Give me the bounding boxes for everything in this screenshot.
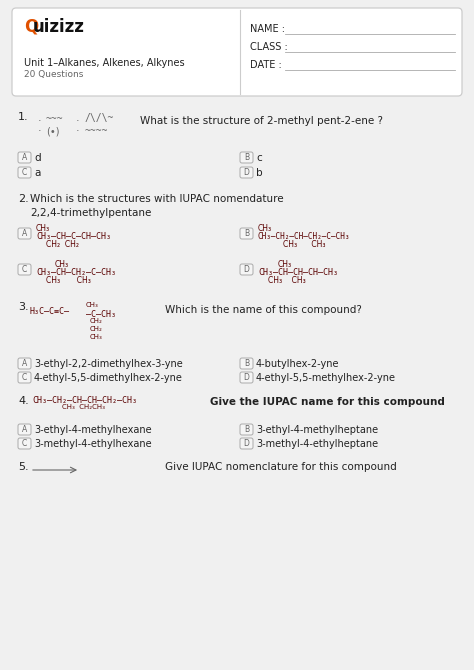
Text: NAME :: NAME : <box>250 24 285 34</box>
Text: CH₃–CH–CH₂–C–CH₃: CH₃–CH–CH₂–C–CH₃ <box>36 268 116 277</box>
FancyBboxPatch shape <box>18 228 31 239</box>
Text: D: D <box>244 265 249 274</box>
Text: 5.: 5. <box>18 462 28 472</box>
FancyBboxPatch shape <box>18 152 31 163</box>
Text: CH₃: CH₃ <box>258 224 272 233</box>
Text: C: C <box>22 265 27 274</box>
Text: CH₃: CH₃ <box>278 260 292 269</box>
Text: Which is the name of this compound?: Which is the name of this compound? <box>165 305 362 315</box>
Text: ·: · <box>38 126 42 136</box>
Text: 3.: 3. <box>18 302 28 312</box>
Text: CH₃       CH₃: CH₃ CH₃ <box>46 276 91 285</box>
Text: 4-ethyl-5,5-dimethylhex-2-yne: 4-ethyl-5,5-dimethylhex-2-yne <box>34 373 183 383</box>
Text: B: B <box>244 153 249 162</box>
FancyBboxPatch shape <box>18 167 31 178</box>
FancyBboxPatch shape <box>18 372 31 383</box>
Text: A: A <box>22 229 27 238</box>
Text: B: B <box>244 229 249 238</box>
Text: Give IUPAC nomenclature for this compound: Give IUPAC nomenclature for this compoun… <box>165 462 397 472</box>
Text: DATE :: DATE : <box>250 60 282 70</box>
Text: 3-methyl-4-ethylheptane: 3-methyl-4-ethylheptane <box>256 439 378 449</box>
Text: 20 Questions: 20 Questions <box>24 70 83 79</box>
Text: D: D <box>244 168 249 177</box>
Text: ·: · <box>38 116 42 126</box>
Text: Unit 1–Alkanes, Alkenes, Alkynes: Unit 1–Alkanes, Alkenes, Alkynes <box>24 58 185 68</box>
Text: D: D <box>244 439 249 448</box>
Text: 3-ethyl-4-methylhexane: 3-ethyl-4-methylhexane <box>34 425 152 435</box>
Text: ·: · <box>76 126 80 136</box>
Text: B: B <box>244 425 249 434</box>
Text: uizizz: uizizz <box>33 18 85 36</box>
Text: 2,2,4-trimethylpentane: 2,2,4-trimethylpentane <box>30 208 151 218</box>
FancyBboxPatch shape <box>240 424 253 435</box>
Text: CLASS :: CLASS : <box>250 42 288 52</box>
Text: CH₃  CH₂CH₃: CH₃ CH₂CH₃ <box>62 404 105 410</box>
Text: CH₃–CH₂–CH–CH₂–C–CH₃: CH₃–CH₂–CH–CH₂–C–CH₃ <box>258 232 350 241</box>
FancyBboxPatch shape <box>240 167 253 178</box>
Text: C: C <box>22 373 27 382</box>
Text: 4-butylhex-2-yne: 4-butylhex-2-yne <box>256 359 339 369</box>
Text: 4-ethyl-5,5-methylhex-2-yne: 4-ethyl-5,5-methylhex-2-yne <box>256 373 396 383</box>
Text: CH₃: CH₃ <box>36 224 50 233</box>
FancyBboxPatch shape <box>240 372 253 383</box>
Text: CH₂  CH₂: CH₂ CH₂ <box>46 240 79 249</box>
Text: D: D <box>244 373 249 382</box>
Text: 4.: 4. <box>18 396 29 406</box>
FancyBboxPatch shape <box>18 358 31 369</box>
FancyBboxPatch shape <box>240 264 253 275</box>
Text: ~~~~: ~~~~ <box>85 126 109 136</box>
Text: CH₃: CH₃ <box>55 260 69 269</box>
Text: CH₂: CH₂ <box>90 326 103 332</box>
Text: a: a <box>34 168 40 178</box>
FancyBboxPatch shape <box>240 358 253 369</box>
Text: 3-methyl-4-ethylhexane: 3-methyl-4-ethylhexane <box>34 439 152 449</box>
Text: A: A <box>22 153 27 162</box>
Text: A: A <box>22 359 27 368</box>
Text: CH₃–CH–C–CH–CH₃: CH₃–CH–C–CH–CH₃ <box>36 232 111 241</box>
Text: CH₃    CH₃: CH₃ CH₃ <box>268 276 306 285</box>
FancyBboxPatch shape <box>18 424 31 435</box>
Text: CH₂: CH₂ <box>90 318 103 324</box>
Text: d: d <box>34 153 41 163</box>
Text: c: c <box>256 153 262 163</box>
FancyBboxPatch shape <box>18 438 31 449</box>
Text: 1.: 1. <box>18 112 28 122</box>
Text: CH₃: CH₃ <box>86 302 99 308</box>
Text: Q: Q <box>24 18 38 36</box>
Text: CH₃: CH₃ <box>90 334 103 340</box>
Text: C: C <box>22 168 27 177</box>
Text: A: A <box>22 425 27 434</box>
Text: CH₃      CH₃: CH₃ CH₃ <box>283 240 326 249</box>
Text: H₃C–C≡C–: H₃C–C≡C– <box>30 307 70 316</box>
Text: What is the structure of 2-methyl pent-2-ene ?: What is the structure of 2-methyl pent-2… <box>140 116 383 126</box>
Text: Which is the structures with IUPAC nomendature: Which is the structures with IUPAC nomen… <box>30 194 283 204</box>
FancyBboxPatch shape <box>240 228 253 239</box>
Text: B: B <box>244 359 249 368</box>
Text: ~~~: ~~~ <box>46 114 64 124</box>
Text: CH₃–CH₂–CH–CH–CH₂–CH₃: CH₃–CH₂–CH–CH–CH₂–CH₃ <box>32 396 137 405</box>
Text: b: b <box>256 168 263 178</box>
Text: 3-ethyl-4-methylheptane: 3-ethyl-4-methylheptane <box>256 425 378 435</box>
Text: ·: · <box>76 116 80 126</box>
Text: /\/\~: /\/\~ <box>85 113 114 123</box>
Text: C: C <box>22 439 27 448</box>
Text: CH₃–CH–CH–CH–CH₃: CH₃–CH–CH–CH–CH₃ <box>258 268 338 277</box>
Text: Give the IUPAC name for this compound: Give the IUPAC name for this compound <box>210 397 445 407</box>
FancyBboxPatch shape <box>240 152 253 163</box>
Text: 2.: 2. <box>18 194 29 204</box>
Text: –C–CH₃: –C–CH₃ <box>86 310 116 319</box>
Text: (•): (•) <box>46 126 60 136</box>
FancyBboxPatch shape <box>240 438 253 449</box>
Text: 3-ethyl-2,2-dimethylhex-3-yne: 3-ethyl-2,2-dimethylhex-3-yne <box>34 359 183 369</box>
FancyBboxPatch shape <box>18 264 31 275</box>
FancyBboxPatch shape <box>12 8 462 96</box>
